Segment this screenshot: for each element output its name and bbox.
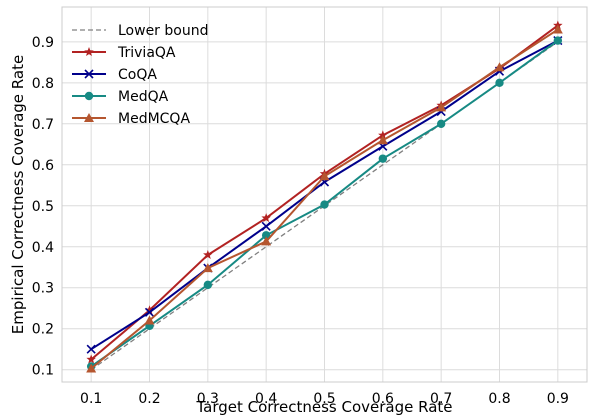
legend-marker <box>84 47 94 57</box>
legend-label: CoQA <box>118 67 157 83</box>
x-tick-label: 0.5 <box>313 391 335 407</box>
legend-item-coqa: CoQA <box>72 67 157 83</box>
x-tick-label: 0.7 <box>430 391 452 407</box>
medqa-point <box>553 36 563 45</box>
triviaqa-point <box>378 130 388 140</box>
x-tick-label: 0.4 <box>255 391 277 407</box>
x-stroke <box>84 69 94 79</box>
y-tick-label: 0.9 <box>32 35 54 51</box>
series-layer <box>86 20 563 373</box>
legend-marker <box>84 113 94 122</box>
plot-frame <box>61 6 588 383</box>
medqa-point <box>203 280 213 290</box>
triviaqa-point <box>86 354 96 364</box>
medmcqa-point <box>202 263 213 273</box>
legend: Lower bound TriviaQA CoQA MedQA MedMCQA <box>72 23 208 127</box>
medmcqa-point <box>144 315 155 325</box>
x-stroke <box>261 221 271 231</box>
legend-marker <box>84 91 94 101</box>
y-tick-label: 0.4 <box>32 240 54 256</box>
medmcqa-point <box>86 363 97 373</box>
x-tick-label: 0.9 <box>547 391 569 407</box>
x-tick-label: 0.6 <box>372 391 394 407</box>
medmcqa-point <box>494 62 505 72</box>
x-tick-label: 0.8 <box>488 391 510 407</box>
x-tick-label: 0.2 <box>138 391 160 407</box>
legend-marker <box>84 69 94 79</box>
medqa-point <box>320 200 329 209</box>
legend-label: MedMCQA <box>118 111 190 127</box>
medmcqa-point <box>377 135 388 145</box>
x-tick-labels: 0.1 0.2 0.3 0.4 0.5 0.6 0.7 0.8 0.9 <box>80 391 569 407</box>
legend-item-medmcqa: MedMCQA <box>72 111 190 127</box>
medqa-point <box>436 119 446 129</box>
y-tick-label: 0.8 <box>32 76 54 92</box>
x-tick-label: 0.1 <box>80 391 102 407</box>
coqa-point <box>86 344 96 354</box>
medmcqa-point <box>261 236 272 246</box>
x-stroke <box>86 344 96 354</box>
triviaqa-point <box>144 305 155 315</box>
coqa-point <box>261 221 271 231</box>
y-tick-label: 0.1 <box>32 363 54 379</box>
legend-label: Lower bound <box>118 23 208 39</box>
series-medmcqa <box>86 24 563 373</box>
medmcqa-point <box>552 24 563 34</box>
medqa-point <box>378 154 388 163</box>
y-axis-label: Empirical Correctness Coverage Rate <box>9 55 27 334</box>
legend-item-lower-bound: Lower bound <box>72 23 208 39</box>
medmcqa-point <box>319 171 330 181</box>
y-tick-label: 0.3 <box>32 281 54 297</box>
x-axis-label: Target Correctness Coverage Rate <box>195 398 452 416</box>
legend-item-medqa: MedQA <box>72 89 169 105</box>
medqa-point <box>495 78 504 88</box>
legend-label: TriviaQA <box>117 45 176 61</box>
y-tick-label: 0.5 <box>32 199 54 215</box>
medmcqa-point <box>436 102 447 112</box>
triviaqa-point <box>261 213 271 223</box>
y-tick-label: 0.7 <box>32 117 54 133</box>
x-stroke <box>144 307 155 317</box>
legend-item-triviaqa: TriviaQA <box>72 45 176 61</box>
x-tick-label: 0.3 <box>197 391 219 407</box>
legend-label: MedQA <box>118 89 169 105</box>
y-tick-label: 0.6 <box>32 158 54 174</box>
y-tick-label: 0.2 <box>32 322 54 338</box>
triviaqa-point <box>203 249 213 259</box>
medqa-point <box>261 231 271 240</box>
y-tick-labels: 0.1 0.2 0.3 0.4 0.5 0.6 0.7 0.8 0.9 <box>32 35 54 379</box>
coqa-point <box>144 307 155 317</box>
